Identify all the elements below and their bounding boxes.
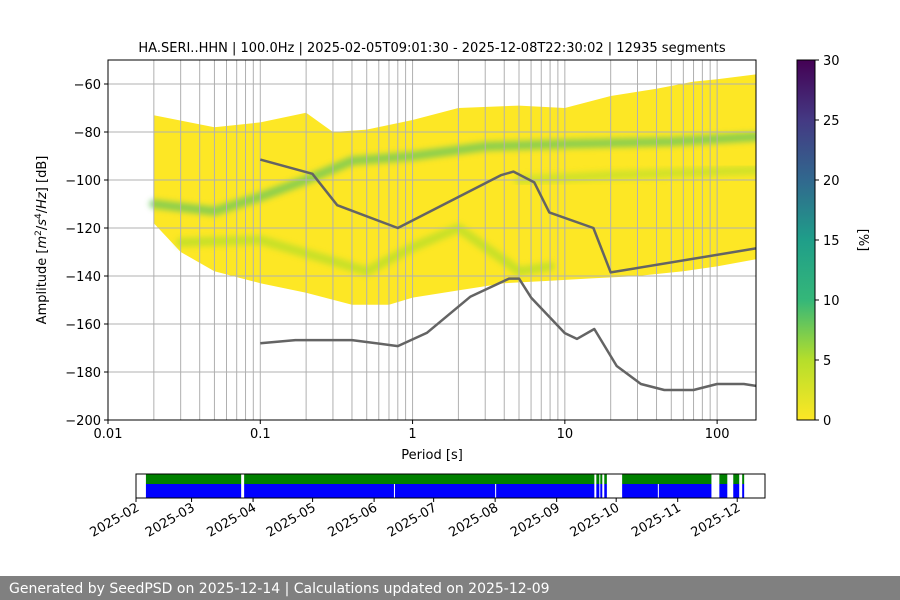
series-line-nlnm [260,277,756,392]
series-layer [259,158,756,392]
coverage-bar-top [600,474,603,484]
density-ridge-microseism-band [149,132,756,216]
coverage-bar-top [145,474,242,484]
timeline-tick-label: 2025-07 [385,500,440,540]
coverage-gap [657,484,659,498]
colorbar-tick-label: 15 [823,234,840,249]
timeline-bars [145,474,745,498]
colorbar-tick-label: 0 [823,414,831,429]
y-tick-label: −100 [65,174,101,189]
coverage-gap [393,484,395,498]
timeline-tick-label: 2025-12 [689,500,744,540]
timeline-tick-label: 2025-11 [629,500,684,540]
x-axis: 0.01 0.1 1 10 100 [94,420,730,442]
y-tick-label: −180 [65,366,101,381]
timeline-tick-label: 2025-05 [264,500,319,540]
x-axis-label: Period [s] [401,448,463,463]
x-tick-label: 0.01 [94,427,123,442]
density-region [153,74,756,305]
x-tick-label: 0.1 [250,427,271,442]
density-layer [149,74,756,305]
timeline-tick-label: 2025-03 [143,500,198,540]
plot-frame [107,59,757,421]
x-tick-label: 1 [408,427,416,442]
coverage-bar-top [733,474,740,484]
y-tick-label: −80 [74,126,101,141]
x-tick-label: 100 [705,427,730,442]
psd-plot: 0.01 0.1 1 10 100 −200 −180 −160 −140 −120 −100 −8… [65,59,757,442]
coverage-bar-bottom [600,484,603,498]
colorbar-tick-label: 20 [823,174,840,189]
timeline-tick-label: 2025-10 [568,500,623,540]
coverage-bar-top [596,474,600,484]
colorbar-gradient [796,59,816,421]
coverage-bar-top [742,474,745,484]
coverage-bar-bottom [244,484,595,498]
timeline-tick-label: 2025-08 [447,500,502,540]
timeline-tick-label: 2025-04 [205,500,260,540]
data-availability-timeline: 2025-02 2025-03 2025-04 2025-05 2025-06 2025-… [87,473,766,541]
colorbar: 0 5 10 15 20 25 30 [%] [796,54,870,429]
colorbar-tick-label: 25 [823,114,840,129]
coverage-bar-bottom [622,484,712,498]
coverage-bar-bottom [733,484,740,498]
x-tick-label: 10 [557,427,574,442]
timeline-tick-label: 2025-06 [326,500,381,540]
timeline-tick-label: 2025-02 [87,500,142,540]
colorbar-tick-label: 30 [823,54,840,69]
timeline-frame [135,473,766,499]
coverage-bar-bottom [719,484,728,498]
coverage-bar-bottom [145,484,242,498]
coverage-bar-top [244,474,595,484]
coverage-bar-bottom [742,484,745,498]
figure: HA.SERI..HHN | 100.0Hz | 2025-02-05T09:0… [34,41,870,541]
coverage-bar-top [604,474,607,484]
y-tick-label: −140 [65,270,101,285]
timeline-tick-label: 2025-09 [508,500,563,540]
coverage-bar-bottom [596,484,600,498]
y-axis: −200 −180 −160 −140 −120 −100 −80 −60 [65,78,108,429]
coverage-bar-top [719,474,728,484]
colorbar-tick-label: 5 [823,354,831,369]
chart-title: HA.SERI..HHN | 100.0Hz | 2025-02-05T09:0… [138,41,725,56]
y-axis-label: Amplitude [m2/s4/Hz] [dB] [34,156,50,325]
coverage-bar-bottom [604,484,607,498]
y-tick-label: −200 [65,414,101,429]
colorbar-ticks: 0 5 10 15 20 25 30 [815,54,840,429]
grid-layer [108,60,756,421]
coverage-bar-top [622,474,712,484]
colorbar-tick-label: 10 [823,294,840,309]
footer-text: Generated by SeedPSD on 2025-12-14 | Cal… [9,581,550,597]
footer-bar: Generated by SeedPSD on 2025-12-14 | Cal… [0,576,900,600]
y-tick-label: −160 [65,318,101,333]
timeline-ticks: 2025-02 2025-03 2025-04 2025-05 2025-06 2025-… [87,498,743,541]
y-tick-label: −60 [74,78,101,93]
colorbar-label: [%] [855,229,870,252]
series-line-nhnm [259,158,756,274]
y-tick-label: −120 [65,222,101,237]
coverage-gap [495,484,497,498]
